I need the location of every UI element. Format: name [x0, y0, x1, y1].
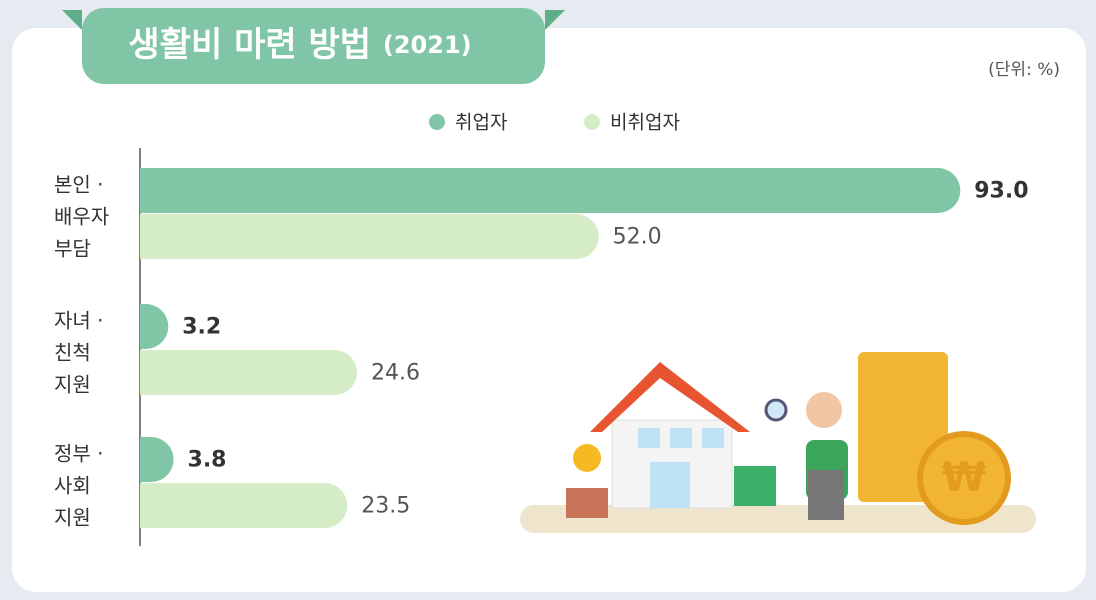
legend-label: 비취업자 [610, 112, 680, 134]
tab-fold [545, 10, 565, 30]
tab-fold [62, 10, 82, 30]
bar [140, 214, 599, 259]
y-tick-label: 정부 · [54, 442, 104, 466]
y-tick-label: 본인 · [54, 173, 104, 197]
bar [140, 437, 174, 482]
title-year: (2021) [383, 31, 472, 59]
bar [140, 304, 169, 349]
unit-note: (단위: %) [988, 60, 1060, 80]
magnifier [764, 398, 788, 422]
y-tick-label: 사회 [54, 474, 91, 498]
value-label: 23.5 [361, 494, 410, 519]
legend-swatch [584, 114, 600, 130]
person-legs [808, 470, 844, 520]
plant-pot [566, 488, 608, 518]
door [650, 462, 690, 508]
plant-flower [573, 444, 601, 472]
bar [140, 483, 348, 528]
y-tick-label: 친척 [54, 341, 91, 365]
title-main: 생활비 마련 방법 [128, 25, 371, 65]
y-tick-label: 배우자 [54, 205, 109, 229]
title-tab [82, 8, 545, 84]
window [638, 428, 660, 448]
value-label: 52.0 [613, 225, 662, 250]
value-label: 3.8 [188, 448, 227, 473]
person-head [806, 392, 842, 428]
window [702, 428, 724, 448]
y-tick-label: 지원 [54, 373, 91, 397]
y-tick-label: 부담 [54, 237, 91, 261]
legend-label: 취업자 [455, 112, 507, 134]
legend-swatch [429, 114, 445, 130]
window [670, 428, 692, 448]
bar [140, 168, 961, 213]
house-roof [590, 362, 750, 432]
coin-symbol: ₩ [942, 455, 986, 501]
bar [140, 350, 357, 395]
ground [520, 505, 1036, 533]
y-tick-label: 자녀 · [54, 309, 104, 333]
big-coin [917, 431, 1011, 525]
value-label: 93.0 [974, 179, 1028, 204]
value-label: 24.6 [371, 361, 420, 386]
value-label: 3.2 [182, 315, 221, 340]
cash [734, 466, 776, 506]
y-tick-label: 지원 [54, 506, 91, 530]
illustration: ₩ [520, 352, 1036, 533]
chart-title: 생활비 마련 방법 (2021) [128, 25, 471, 65]
